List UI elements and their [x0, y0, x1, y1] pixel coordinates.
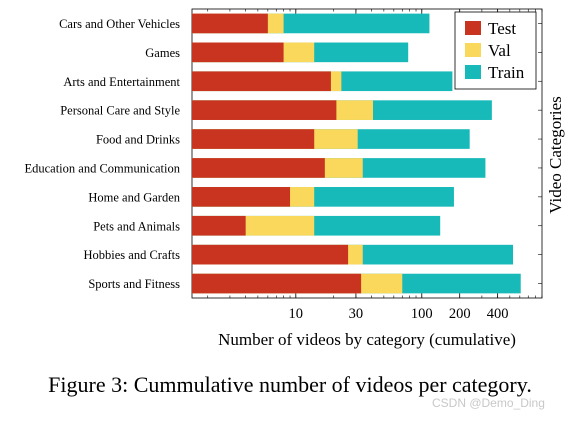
- x-tick-labels: 10 30 100 200 400: [289, 306, 509, 322]
- x-tick-label: 200: [449, 306, 471, 322]
- plot-frame: [191, 8, 543, 299]
- category-label: Education and Communication: [24, 161, 180, 175]
- legend-swatch-train: [465, 65, 481, 79]
- category-label: Personal Care and Style: [60, 104, 180, 118]
- bar-test: [192, 158, 325, 178]
- watermark: CSDN @Demo_Ding: [432, 396, 545, 410]
- category-label: Games: [145, 46, 180, 60]
- x-axis-title: Number of videos by category (cumulative…: [218, 330, 516, 349]
- bar-test: [192, 244, 349, 265]
- legend: Test Val Train: [454, 11, 537, 90]
- legend-label-train: Train: [488, 63, 525, 82]
- bar-test: [192, 42, 284, 63]
- bar-test: [192, 273, 362, 294]
- x-tick-label: 30: [349, 306, 364, 322]
- chart: Cars and Other Vehicles Games Arts and Ent…: [24, 8, 565, 349]
- category-label: Pets and Animals: [93, 219, 180, 233]
- category-label: Sports and Fitness: [88, 277, 180, 291]
- bar-test: [192, 129, 315, 149]
- legend-swatch-test: [465, 21, 481, 35]
- x-tick-label: 10: [289, 306, 304, 322]
- legend-label-test: Test: [488, 19, 516, 38]
- category-labels: Cars and Other Vehicles Games Arts and Ent…: [24, 17, 180, 291]
- bar-test: [192, 13, 268, 34]
- legend-swatch-val: [465, 43, 481, 57]
- bars: [192, 13, 521, 294]
- category-label: Hobbies and Crafts: [83, 248, 180, 262]
- bar-test: [192, 215, 246, 236]
- y-axis-title: Video Categories: [546, 96, 565, 213]
- bar-test: [192, 71, 331, 92]
- category-label: Cars and Other Vehicles: [59, 17, 180, 31]
- category-label: Food and Drinks: [96, 133, 180, 147]
- bar-test: [192, 187, 291, 207]
- x-tick-label: 100: [411, 306, 433, 322]
- bar-test: [192, 100, 337, 120]
- x-tick-label: 400: [487, 306, 509, 322]
- category-label: Home and Garden: [88, 190, 180, 204]
- category-label: Arts and Entertainment: [63, 75, 180, 89]
- legend-label-val: Val: [488, 41, 511, 60]
- axis-ticks: [192, 9, 543, 298]
- figure-caption: Figure 3: Cummulative number of videos p…: [48, 372, 532, 397]
